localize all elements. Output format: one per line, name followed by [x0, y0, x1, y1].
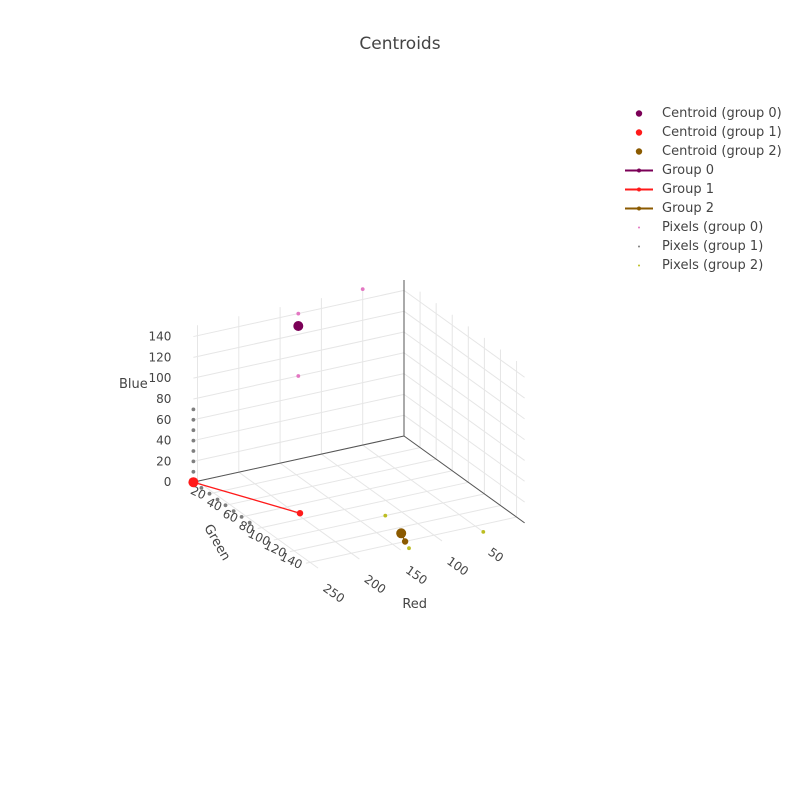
- z-tick-label: 40: [156, 434, 171, 448]
- pixels-group-0-point: [296, 374, 301, 378]
- group-1-point: [190, 479, 197, 486]
- pixels-group-0-point: [296, 311, 301, 316]
- z-tick-label: 0: [164, 475, 172, 489]
- pixels-group-1-point: [231, 509, 236, 513]
- x-tick-label: 50: [486, 545, 507, 565]
- legend-symbol: [625, 168, 653, 173]
- pixels-group-2-point: [481, 530, 486, 534]
- grid-line: [403, 310, 525, 399]
- pixels-group-1-point: [215, 497, 220, 502]
- legend-item-centroid-group-2[interactable]: Centroid (group 2): [620, 142, 782, 161]
- x-axis-title: Red: [402, 597, 427, 612]
- legend-label: Centroid (group 0): [662, 106, 782, 121]
- pixels-group-1-point: [207, 491, 212, 496]
- pixels-group-1-point: [191, 428, 196, 433]
- z-axis-title: Blue: [119, 377, 148, 392]
- legend-item-pixels-group-0[interactable]: Pixels (group 0): [620, 218, 782, 237]
- grid-line: [403, 393, 525, 482]
- pixels-group-1-point: [199, 486, 204, 490]
- grid-line: [279, 462, 401, 551]
- pixels-group-1-point: [191, 459, 196, 464]
- pixels-group-1-point: [223, 503, 228, 508]
- group-2-point: [401, 538, 409, 545]
- pixels-group-1-point: [247, 520, 252, 525]
- axis-line-green-inner: [403, 435, 525, 524]
- pixels-group-1-point: [191, 417, 196, 422]
- grid-line: [362, 444, 484, 533]
- grid-line: [193, 331, 405, 379]
- group-0-point: [295, 322, 302, 330]
- y-axis-title: Green: [200, 522, 233, 564]
- legend-symbol: [638, 245, 640, 248]
- legend-item-group-1[interactable]: Group 1: [620, 180, 782, 199]
- pixels-group-1-point: [191, 407, 196, 412]
- z-tick-label: 80: [156, 392, 171, 406]
- grid-line: [257, 481, 469, 529]
- legend-label: Group 1: [662, 182, 714, 197]
- pixels-group-1-point: [191, 438, 196, 443]
- grid-line: [193, 414, 405, 462]
- legend-symbol: [635, 148, 643, 155]
- z-tick-label: 100: [148, 371, 171, 385]
- grid-line: [321, 453, 443, 542]
- legend-label: Centroid (group 1): [662, 125, 782, 140]
- z-tick-label: 140: [148, 330, 171, 344]
- legend-item-pixels-group-1[interactable]: Pixels (group 1): [620, 237, 782, 256]
- y-tick-label: 140: [278, 550, 305, 572]
- x-tick-label: 200: [362, 572, 389, 597]
- group-1-point: [296, 510, 304, 517]
- grid-line: [403, 331, 525, 420]
- grid-line: [403, 373, 525, 461]
- x-tick-label: 250: [320, 581, 347, 606]
- pixels-group-0-point: [360, 287, 365, 291]
- legend-item-centroid-group-1[interactable]: Centroid (group 1): [620, 123, 782, 142]
- pixels-group-1-point: [191, 449, 196, 453]
- grid-line: [209, 447, 421, 495]
- pixels-group-2-point: [383, 513, 388, 518]
- legend-label: Pixels (group 2): [662, 258, 764, 273]
- pixels-group-2-point: [407, 546, 411, 551]
- grid-line: [193, 310, 405, 358]
- grid-line: [305, 516, 517, 564]
- legend-symbol: [625, 206, 653, 211]
- grid-line: [403, 352, 525, 441]
- legend: Centroid (group 0) Centroid (group 1) Cent…: [620, 104, 782, 275]
- grid-line: [197, 480, 319, 569]
- grid-line: [241, 470, 453, 518]
- legend-label: Group 2: [662, 201, 714, 216]
- legend-label: Group 0: [662, 163, 714, 178]
- pixels-group-1-point: [239, 515, 244, 519]
- grid-line: [289, 504, 501, 553]
- grid-line: [193, 373, 405, 421]
- legend-symbol: [635, 110, 643, 117]
- grid-line: [403, 414, 525, 503]
- legend-symbol: [635, 129, 643, 136]
- group-1-line: [193, 481, 301, 514]
- legend-symbol: [638, 226, 640, 229]
- x-tick-label: 100: [444, 554, 471, 579]
- z-tick-label: 20: [156, 454, 171, 468]
- legend-symbol: [638, 264, 640, 267]
- legend-item-centroid-group-0[interactable]: Centroid (group 0): [620, 104, 782, 123]
- legend-label: Centroid (group 2): [662, 144, 782, 159]
- grid-line: [225, 458, 437, 506]
- legend-item-pixels-group-2[interactable]: Pixels (group 2): [620, 256, 782, 275]
- axis-line-red-inner: [193, 435, 405, 483]
- group-2-point: [398, 530, 405, 537]
- grid-line: [273, 493, 485, 541]
- legend-symbol: [625, 187, 653, 192]
- grid-line: [403, 289, 525, 378]
- chart-title: Centroids: [359, 34, 441, 54]
- x-tick-label: 150: [403, 563, 430, 588]
- grid-line: [193, 393, 405, 442]
- legend-item-group-0[interactable]: Group 0: [620, 161, 782, 180]
- legend-label: Pixels (group 0): [662, 220, 764, 235]
- z-tick-label: 60: [156, 413, 171, 427]
- legend-label: Pixels (group 1): [662, 239, 764, 254]
- pixels-group-1-point: [191, 469, 196, 474]
- z-tick-label: 120: [148, 350, 171, 364]
- legend-item-group-2[interactable]: Group 2: [620, 199, 782, 218]
